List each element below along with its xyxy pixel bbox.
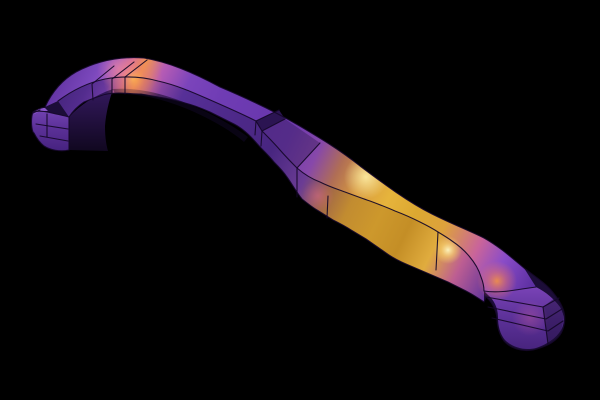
- arch-parting-line-1: [91, 65, 115, 101]
- left-foot-notch-edge: [32, 109, 41, 114]
- beam-step-face: [256, 110, 285, 131]
- parting-line-step-exit: [296, 142, 321, 198]
- left-foot-molding-1: [35, 123, 69, 130]
- right-foot-sheen: [512, 300, 548, 336]
- arch-parting-line-3: [124, 59, 148, 95]
- arch-parting-line-2: [111, 61, 135, 95]
- pink-step-glow: [302, 180, 334, 212]
- left-foot: [31, 111, 69, 151]
- parting-line-descent-2: [435, 231, 439, 271]
- step-edge-left: [254, 109, 280, 136]
- beam-step-shaded-segment: [262, 119, 320, 168]
- right-foot-corner-edge: [542, 306, 549, 345]
- right-foot-top-edge: [483, 286, 537, 293]
- geometry-edge-lines: [30, 57, 566, 352]
- left-foot-top-edge: [32, 110, 70, 118]
- parting-line-descent-1: [326, 195, 329, 219]
- beam-front-face: [58, 76, 484, 302]
- gold-lower-highlight: [434, 236, 462, 264]
- arch-under-shadow-band: [113, 88, 248, 142]
- left-foot-molding-2: [39, 135, 69, 142]
- front-top-edge: [57, 76, 485, 292]
- right-foot-glow: [477, 261, 517, 301]
- right-foot-molding-1: [485, 296, 560, 308]
- right-foot-molding-3: [491, 317, 564, 332]
- right-foot-side-face: [543, 297, 564, 344]
- outline-edge: [30, 57, 566, 352]
- right-foot-molding-2: [487, 306, 563, 320]
- arch-underside-face: [69, 89, 113, 151]
- step-edge-right: [260, 118, 286, 147]
